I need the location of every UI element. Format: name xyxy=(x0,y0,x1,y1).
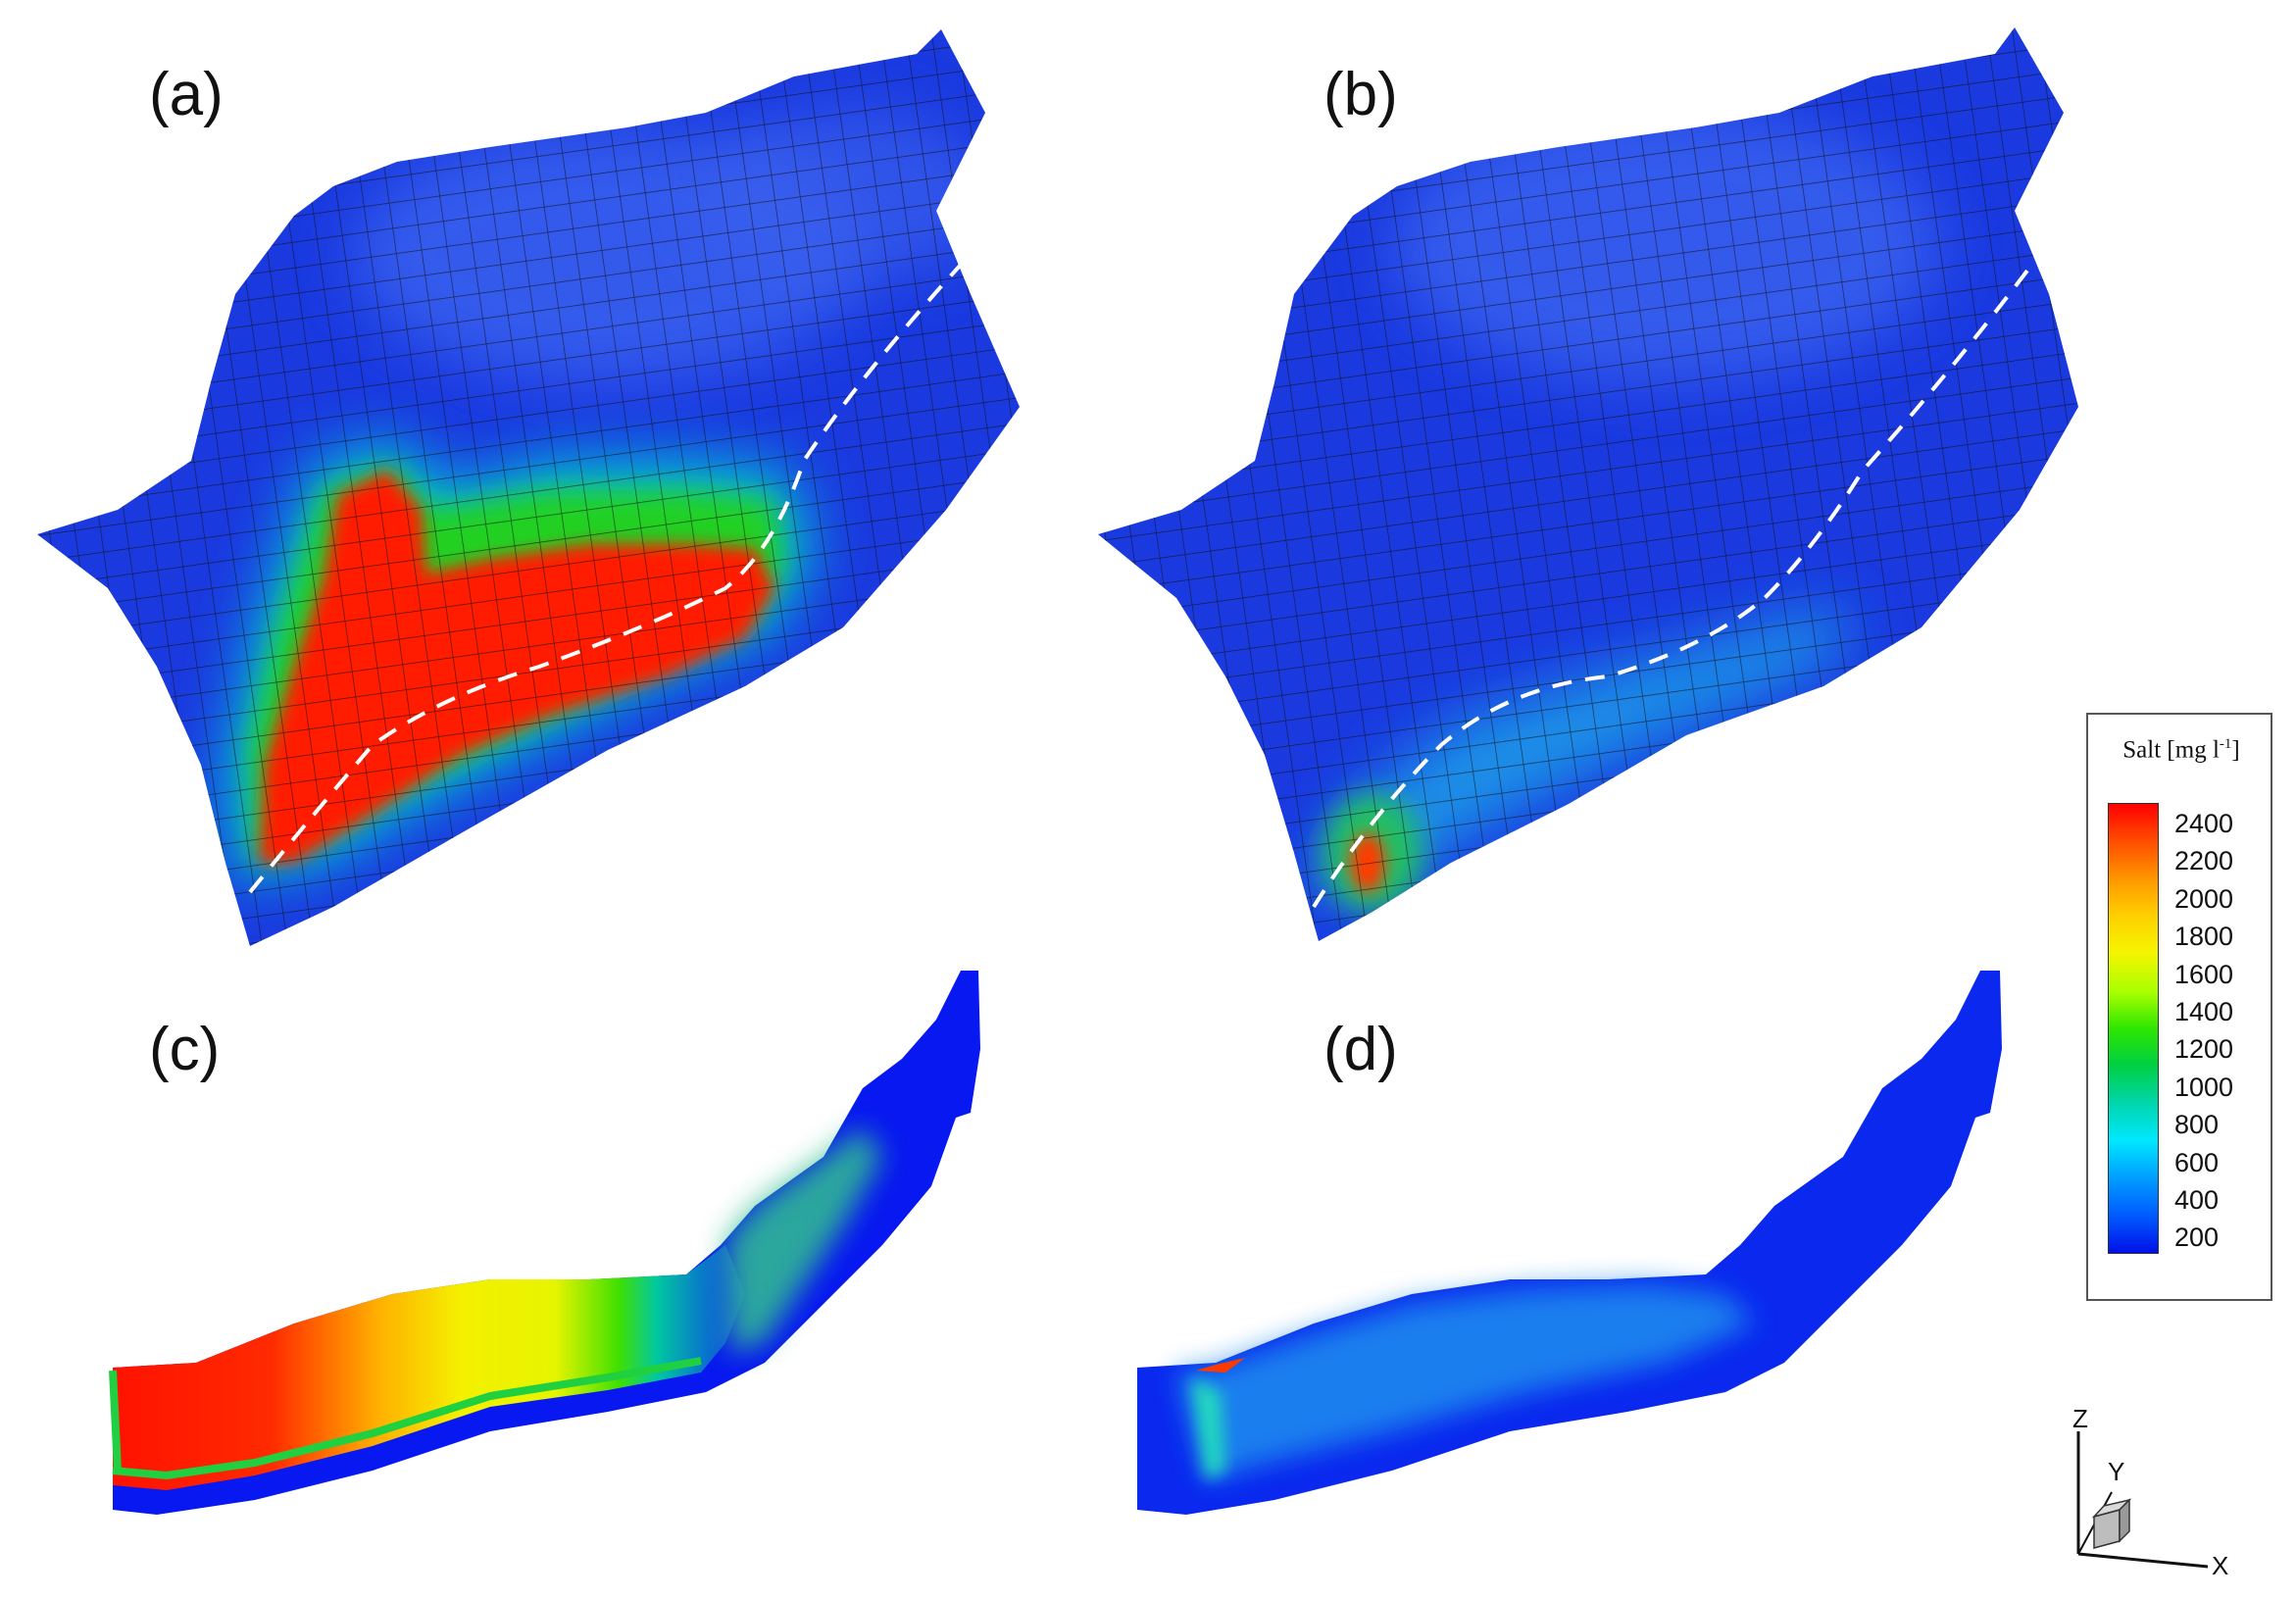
colorbar xyxy=(2108,803,2159,1254)
axis-y-label: Y xyxy=(2108,1457,2124,1486)
panel-c-section xyxy=(109,971,980,1515)
colorbar-tick-label: 1000 xyxy=(2174,1072,2234,1102)
panel-label-d: (d) xyxy=(1323,1016,1398,1083)
colorbar-tick-label: 2400 xyxy=(2174,809,2234,838)
colorbar-tick-label: 800 xyxy=(2174,1110,2220,1140)
colorbar-tick-label: 1400 xyxy=(2174,997,2234,1026)
panel-label-c: (c) xyxy=(149,1016,221,1083)
panel-d-section xyxy=(1137,971,2002,1515)
colorbar-tick-label: 1200 xyxy=(2174,1034,2234,1065)
axis-z-label: Z xyxy=(2072,1404,2088,1433)
colorbar-tick-label: 2200 xyxy=(2174,846,2234,876)
legend-title: Salt [mg l-1] xyxy=(2122,736,2240,764)
panel-b-surface xyxy=(1098,27,2078,941)
colorbar-tick-label: 1600 xyxy=(2174,959,2234,989)
panel-label-a: (a) xyxy=(149,61,224,128)
colorbar-tick-label: 400 xyxy=(2174,1185,2220,1215)
panel-label-b: (b) xyxy=(1323,61,1398,128)
colorbar-tick-label: 600 xyxy=(2174,1147,2220,1177)
colorbar-tick-label: 1800 xyxy=(2174,922,2234,952)
colorbar-tick-label: 2000 xyxy=(2174,883,2234,914)
axis-triad: Z Y X xyxy=(2072,1404,2228,1580)
axis-x-label: X xyxy=(2212,1551,2228,1580)
colorbar-legend: Salt [mg l-1] 2400 2200 2000 1800 1600 1400 12… xyxy=(2086,713,2272,1301)
panel-a-surface xyxy=(37,29,1020,946)
colorbar-tick-label: 200 xyxy=(2174,1223,2220,1253)
